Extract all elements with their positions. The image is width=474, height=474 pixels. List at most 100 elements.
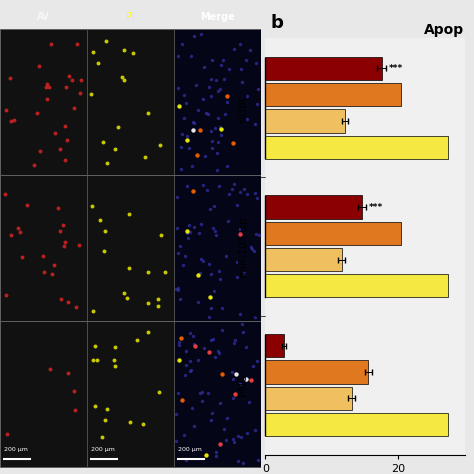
- Point: [243, 93, 250, 100]
- Bar: [265, 109, 345, 133]
- Point: [180, 432, 187, 439]
- Point: [177, 165, 185, 173]
- Point: [43, 95, 51, 103]
- Point: [210, 287, 218, 294]
- Point: [208, 56, 216, 64]
- Point: [173, 193, 181, 201]
- Point: [186, 357, 193, 365]
- Point: [75, 241, 82, 249]
- Point: [243, 375, 250, 383]
- Bar: [87, 175, 174, 321]
- Point: [139, 420, 147, 428]
- Point: [224, 98, 231, 105]
- Point: [198, 220, 205, 228]
- Point: [198, 388, 205, 395]
- Point: [218, 304, 225, 311]
- Point: [207, 205, 214, 213]
- Point: [208, 75, 215, 83]
- Point: [208, 145, 216, 152]
- Point: [157, 231, 165, 239]
- Point: [230, 180, 238, 188]
- Point: [213, 166, 220, 174]
- Point: [247, 243, 255, 251]
- Point: [100, 247, 108, 255]
- Point: [199, 257, 207, 265]
- Point: [120, 46, 128, 54]
- Point: [118, 73, 126, 81]
- Point: [96, 216, 103, 224]
- Point: [239, 459, 247, 467]
- Point: [187, 52, 195, 59]
- Point: [173, 410, 180, 418]
- Point: [236, 381, 244, 388]
- Point: [183, 132, 191, 139]
- Point: [242, 57, 250, 64]
- Text: b: b: [270, 14, 283, 32]
- Point: [236, 188, 243, 196]
- Point: [225, 190, 232, 198]
- Point: [6, 74, 14, 82]
- Point: [66, 73, 73, 80]
- Point: [196, 269, 203, 277]
- Point: [245, 398, 252, 406]
- Point: [73, 304, 80, 311]
- Point: [249, 363, 256, 370]
- Text: 200 µm: 200 µm: [4, 447, 28, 452]
- Point: [222, 437, 230, 444]
- Point: [172, 285, 180, 292]
- Point: [144, 268, 152, 276]
- Point: [172, 437, 180, 445]
- Point: [236, 310, 244, 318]
- Point: [144, 109, 151, 117]
- Point: [177, 334, 185, 342]
- Point: [155, 302, 162, 310]
- Point: [255, 231, 262, 238]
- Point: [101, 227, 109, 234]
- Point: [205, 260, 213, 268]
- Point: [207, 304, 215, 312]
- Point: [218, 61, 225, 69]
- Point: [213, 150, 221, 157]
- Point: [219, 56, 227, 64]
- Point: [210, 224, 217, 232]
- Point: [145, 299, 152, 306]
- Point: [229, 375, 237, 383]
- Point: [243, 115, 251, 123]
- Point: [93, 356, 100, 364]
- Point: [208, 409, 216, 417]
- Text: Merge: Merge: [200, 12, 235, 22]
- Point: [206, 83, 213, 91]
- Point: [101, 417, 109, 424]
- Point: [216, 123, 223, 131]
- Point: [215, 114, 222, 122]
- Point: [59, 221, 67, 229]
- Point: [251, 247, 258, 255]
- Point: [30, 162, 38, 169]
- Point: [18, 253, 26, 260]
- Bar: [265, 248, 342, 271]
- Point: [175, 102, 183, 109]
- Point: [189, 127, 197, 134]
- Point: [232, 370, 239, 378]
- Point: [176, 243, 184, 250]
- Point: [243, 190, 250, 197]
- Point: [71, 406, 78, 413]
- Point: [206, 348, 213, 356]
- Point: [220, 76, 228, 83]
- Point: [212, 452, 220, 459]
- Point: [207, 128, 214, 135]
- Point: [174, 389, 182, 397]
- Point: [200, 64, 208, 71]
- Point: [211, 125, 219, 132]
- Point: [254, 358, 261, 365]
- Point: [234, 432, 241, 439]
- Point: [240, 269, 247, 276]
- Point: [254, 456, 262, 463]
- Point: [176, 295, 183, 303]
- Text: ***: ***: [389, 64, 403, 73]
- Point: [35, 62, 42, 70]
- Point: [3, 430, 11, 438]
- Point: [179, 40, 186, 48]
- Point: [124, 294, 131, 302]
- Bar: [265, 57, 382, 80]
